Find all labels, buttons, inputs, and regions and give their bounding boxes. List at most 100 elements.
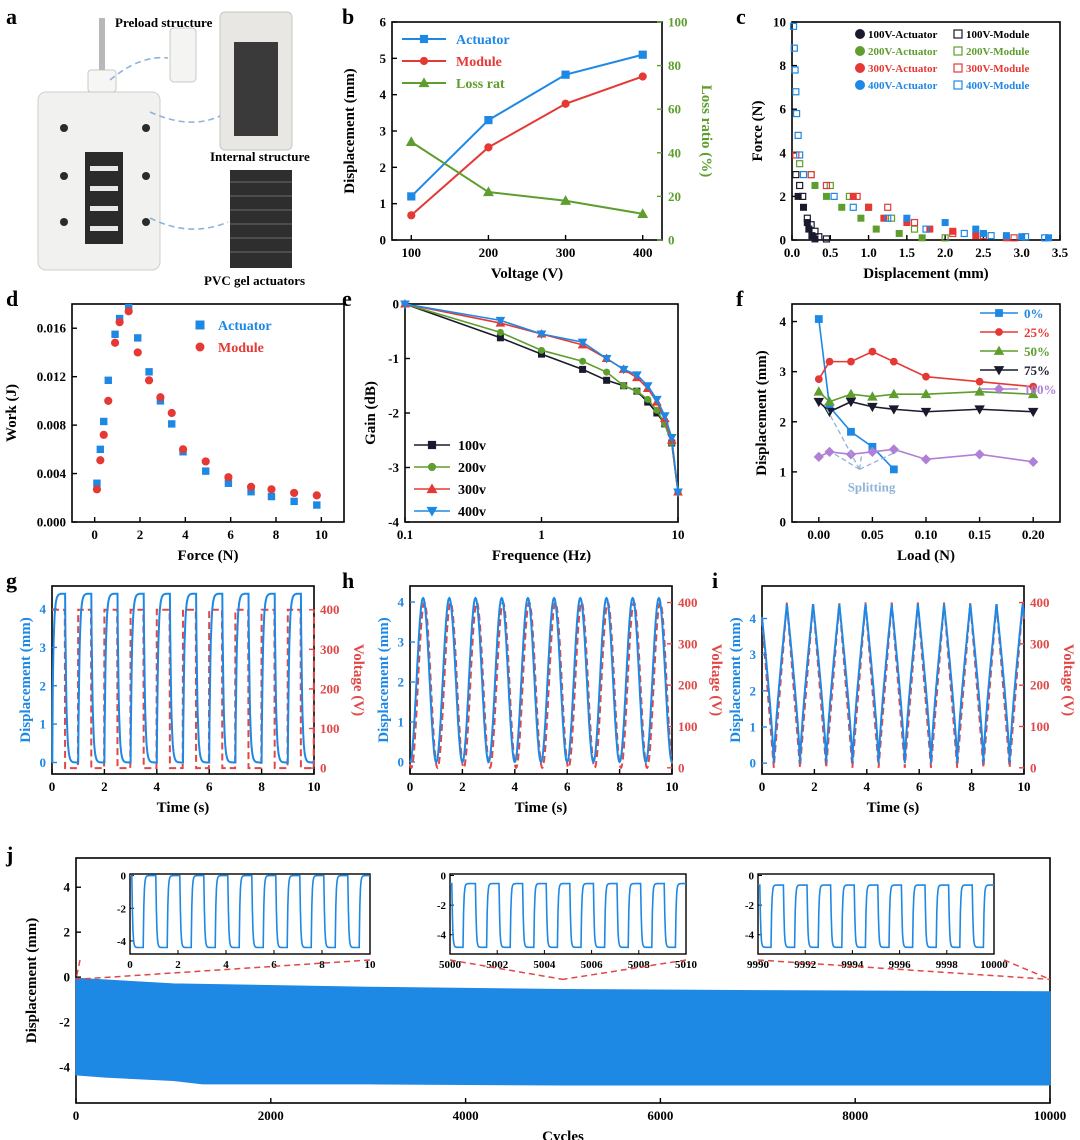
inset-x-tick-label: 9990: [747, 959, 770, 971]
data-point: [1002, 232, 1010, 240]
y2-tick-label: 0: [1030, 760, 1037, 775]
data-point: [115, 318, 124, 327]
y-tick-label: 0: [398, 755, 405, 770]
chart-f: 0.00 0.05 0.10 0.15 0.20 0 1 2 3 4 Load (N) Displac…: [754, 303, 1061, 564]
data-point: [601, 355, 612, 364]
y-tick-label: -3: [388, 460, 399, 475]
y2-tick-label: 20: [668, 189, 681, 204]
legend-marker: [419, 34, 429, 44]
y-tick-label: 3: [750, 647, 757, 662]
data-point: [791, 66, 799, 74]
y-tick-label: 4: [750, 611, 757, 626]
x-tick-label: 0: [49, 779, 56, 794]
x-tick-label: 0.1: [397, 527, 413, 542]
data-point: [867, 391, 878, 401]
data-point: [224, 473, 233, 482]
data-point: [888, 388, 900, 399]
y-tick-label: 4: [780, 314, 787, 329]
y-tick-label: -2: [388, 406, 399, 421]
data-point: [178, 445, 188, 454]
x-tick-label: 4: [864, 779, 871, 794]
internal-core: [234, 42, 278, 136]
splitting-arrow: [823, 403, 861, 470]
x-tick-label: 10: [315, 527, 328, 542]
legend-marker: [855, 80, 865, 90]
y-tick-label: 1: [750, 720, 757, 735]
legend-marker: [426, 506, 438, 517]
data-point: [794, 131, 802, 139]
legend-label: 200V-Actuator: [868, 46, 938, 58]
data-point: [99, 430, 108, 439]
y2-tick-label: 100: [678, 719, 698, 734]
data-point: [603, 376, 611, 384]
x-tick-label: 8: [616, 779, 623, 794]
x-tick-label: 2: [101, 779, 108, 794]
data-point: [168, 420, 176, 428]
data-point: [941, 234, 949, 242]
label-internal: Internal structure: [210, 149, 310, 164]
device-screws: [60, 124, 150, 226]
gel-stack: [230, 170, 292, 268]
device-illustration: Preload structure Internal structure PVC…: [37, 11, 310, 288]
data-point: [1010, 234, 1018, 242]
x-tick-label: 10000: [1034, 1108, 1067, 1123]
callout-arrows: [109, 56, 229, 230]
legend-marker: [418, 77, 430, 88]
data-point: [201, 457, 210, 466]
data-point: [792, 109, 801, 118]
data-point: [96, 456, 105, 465]
data-point: [974, 405, 985, 415]
y2-tick-label: 100: [320, 721, 340, 736]
legend-label: 200v: [458, 461, 486, 476]
splitting-arrow: [858, 454, 863, 470]
data-point: [246, 482, 256, 491]
data-point: [830, 192, 838, 200]
y2-tick-label: 80: [668, 58, 681, 73]
y-tick-label: 4: [64, 880, 71, 895]
data-point: [1018, 233, 1026, 241]
data-point: [847, 357, 855, 366]
y-tick-label: 0: [780, 233, 787, 248]
data-point: [811, 182, 819, 189]
data-point: [922, 372, 930, 381]
data-point: [922, 225, 930, 233]
data-point: [1045, 234, 1053, 242]
data-point: [815, 233, 823, 241]
data-point: [407, 192, 416, 201]
x-axis-label: Time (s): [515, 800, 568, 816]
data-point: [484, 116, 493, 125]
x-tick-label: 10: [672, 527, 685, 542]
x-tick-label: 0.05: [861, 527, 884, 542]
data-point: [405, 136, 417, 146]
x-axis-label: Displacement (mm): [863, 266, 988, 282]
data-point: [796, 160, 804, 168]
data-point: [1027, 407, 1039, 418]
y-tick-label: 5: [380, 51, 387, 66]
y2-axis-label: Voltage (V): [350, 644, 366, 716]
y-tick-label: 2: [40, 678, 47, 693]
inset-connector: [1003, 959, 1051, 981]
y-tick-label: 0.016: [37, 321, 67, 336]
y2-tick-label: 40: [668, 145, 681, 160]
x-tick-label: 4000: [453, 1108, 479, 1123]
y2-tick-label: 200: [1030, 678, 1050, 693]
panel-letter-h: h: [342, 568, 354, 593]
legend-marker: [427, 462, 437, 472]
legend-marker: [953, 46, 963, 56]
y-tick-label: 0.000: [37, 515, 66, 530]
data-point: [822, 192, 830, 200]
inset-y-tick-label: -2: [437, 900, 447, 912]
x-tick-label: 6000: [647, 1108, 673, 1123]
data-point: [941, 219, 949, 227]
x-tick-label: 2: [459, 779, 466, 794]
inset-y-tick-label: 0: [749, 870, 755, 882]
inset-x-tick-label: 9992: [794, 959, 817, 971]
data-point: [659, 412, 670, 421]
data-point: [979, 229, 987, 237]
data-point: [673, 488, 683, 498]
x-tick-label: 10: [1018, 779, 1031, 794]
data-point: [1021, 233, 1030, 241]
y-tick-label: 0: [380, 233, 387, 248]
panel-letter-e: e: [342, 286, 352, 311]
